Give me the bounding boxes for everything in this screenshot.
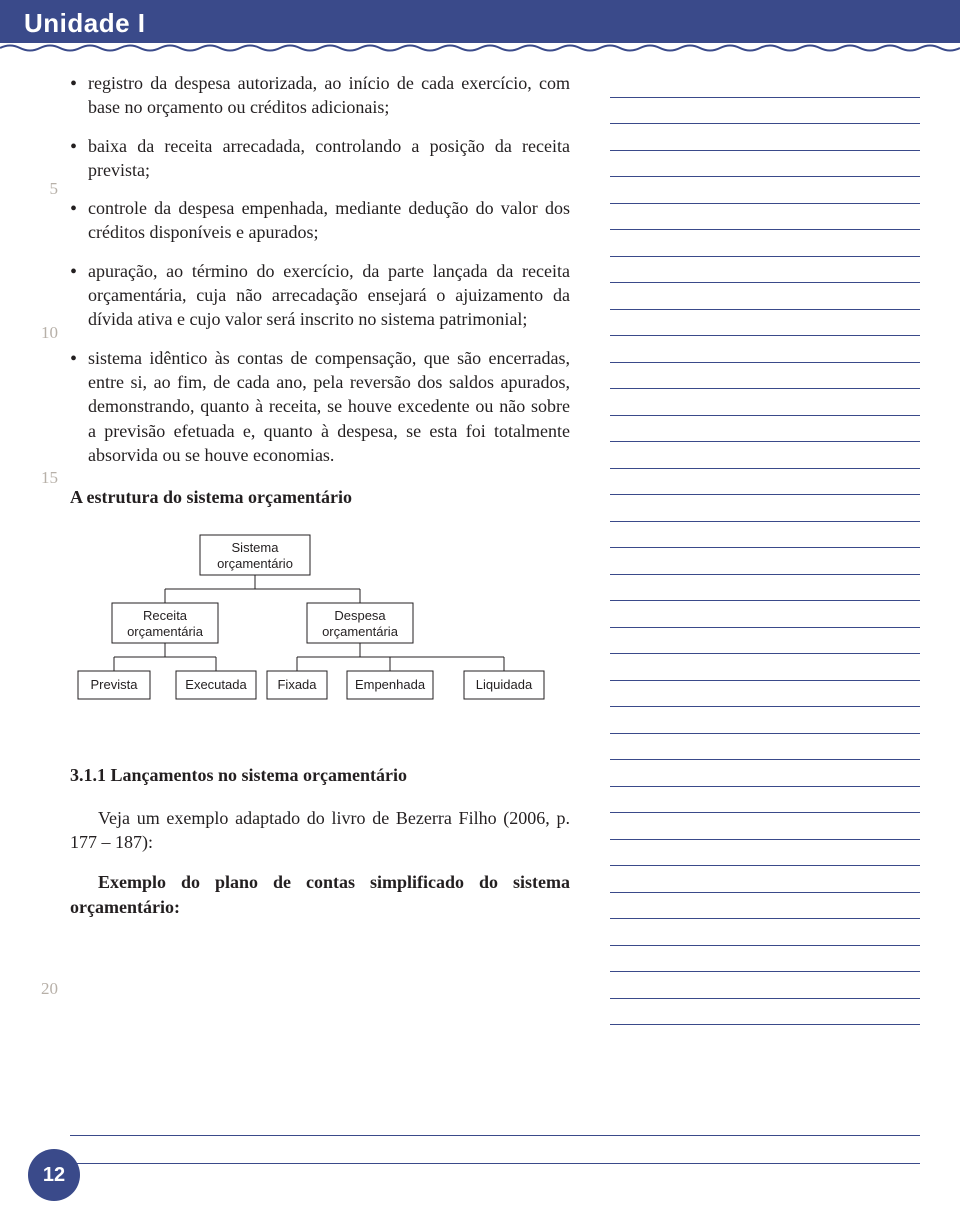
- note-rule: [610, 389, 920, 416]
- note-rule: [610, 681, 920, 708]
- note-rule: [70, 1108, 920, 1136]
- body-paragraph-bold: Exemplo do plano de contas simplificado …: [70, 870, 570, 919]
- note-rule: [610, 416, 920, 443]
- note-rule: [610, 283, 920, 310]
- list-item: apuração, ao término do exercício, da pa…: [70, 259, 570, 332]
- note-rule: [610, 760, 920, 787]
- tree-node-label: Despesa: [334, 608, 386, 623]
- note-rule: [610, 654, 920, 681]
- tree-node-label: orçamentária: [127, 624, 204, 639]
- note-rule: [610, 866, 920, 893]
- tree-leaf-label: Empenhada: [355, 677, 426, 692]
- unit-title: Unidade I: [24, 8, 936, 39]
- line-number-gutter: 5 10 15 20: [20, 71, 70, 1025]
- tree-node-label: orçamentário: [217, 556, 293, 571]
- line-number: 10: [41, 323, 58, 343]
- page-body: 5 10 15 20 registro da despesa autorizad…: [0, 53, 960, 1025]
- tree-leaf-label: Fixada: [277, 677, 317, 692]
- note-rule: [610, 601, 920, 628]
- wavy-divider: [0, 43, 960, 53]
- note-rule: [610, 787, 920, 814]
- note-rule: [610, 71, 920, 98]
- note-rule: [610, 575, 920, 602]
- note-rule: [610, 336, 920, 363]
- note-rule: [610, 707, 920, 734]
- note-rule: [70, 1136, 920, 1164]
- note-rule: [610, 151, 920, 178]
- main-content: registro da despesa autorizada, ao iníci…: [70, 71, 570, 1025]
- notes-column: [570, 71, 920, 1025]
- page-number: 12: [43, 1164, 65, 1187]
- line-number: 5: [50, 179, 59, 199]
- footer-note-lines: [70, 1108, 920, 1164]
- note-rule: [610, 230, 920, 257]
- note-rule: [610, 919, 920, 946]
- section-heading: 3.1.1 Lançamentos no sistema orçamentári…: [70, 763, 570, 787]
- unit-header: Unidade I: [0, 0, 960, 43]
- note-rule: [610, 628, 920, 655]
- note-rule: [610, 840, 920, 867]
- tree-node-label: Receita: [143, 608, 188, 623]
- note-rule: [610, 972, 920, 999]
- org-tree-diagram: Sistema orçamentário Receita orçamentári…: [70, 531, 570, 741]
- note-rule: [610, 363, 920, 390]
- note-rule: [610, 204, 920, 231]
- bullet-list: registro da despesa autorizada, ao iníci…: [70, 71, 570, 467]
- note-rule: [610, 813, 920, 840]
- structure-subheading: A estrutura do sistema orçamentário: [70, 485, 570, 509]
- list-item: registro da despesa autorizada, ao iníci…: [70, 71, 570, 120]
- tree-leaf-label: Liquidada: [476, 677, 533, 692]
- note-rule: [610, 522, 920, 549]
- page-number-badge: 12: [28, 1149, 80, 1201]
- tree-leaf-label: Executada: [185, 677, 247, 692]
- note-rule: [610, 999, 920, 1026]
- tree-node-label: orçamentária: [322, 624, 399, 639]
- line-number: 15: [41, 468, 58, 488]
- note-rule: [610, 893, 920, 920]
- note-rule: [610, 469, 920, 496]
- list-item: sistema idêntico às contas de compensaçã…: [70, 346, 570, 467]
- note-rule: [610, 548, 920, 575]
- body-paragraph: Veja um exemplo adaptado do livro de Bez…: [70, 806, 570, 855]
- line-number: 20: [41, 979, 58, 999]
- note-rule: [610, 124, 920, 151]
- tree-leaf-label: Prevista: [91, 677, 139, 692]
- note-rule: [610, 734, 920, 761]
- note-rule: [610, 177, 920, 204]
- note-rule: [610, 257, 920, 284]
- tree-node-label: Sistema: [232, 540, 280, 555]
- note-rule: [610, 495, 920, 522]
- list-item: controle da despesa empenhada, mediante …: [70, 196, 570, 245]
- note-rule: [610, 98, 920, 125]
- list-item: baixa da receita arrecadada, controlando…: [70, 134, 570, 183]
- note-rule: [610, 310, 920, 337]
- note-rule: [610, 442, 920, 469]
- note-rule: [610, 946, 920, 973]
